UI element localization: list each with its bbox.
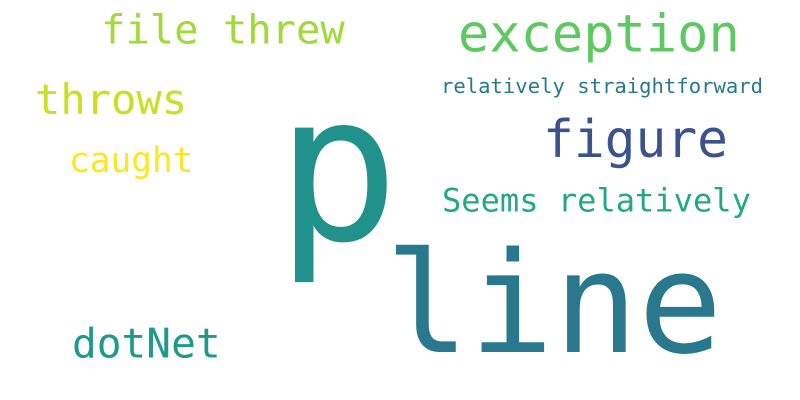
word-throws: throws xyxy=(34,75,188,124)
word-dotnet: dotNet xyxy=(71,318,221,367)
word-p: p xyxy=(276,49,400,288)
word-file-threw: file threw xyxy=(100,5,345,53)
word-relatively-straightforward: relatively straightforward xyxy=(441,73,764,98)
word-caught: caught xyxy=(69,139,194,180)
word-figure: figure xyxy=(543,109,729,170)
word-exception: exception xyxy=(457,4,740,64)
word-line: line xyxy=(385,221,723,385)
word-seems-relatively: Seems relatively xyxy=(442,182,751,220)
